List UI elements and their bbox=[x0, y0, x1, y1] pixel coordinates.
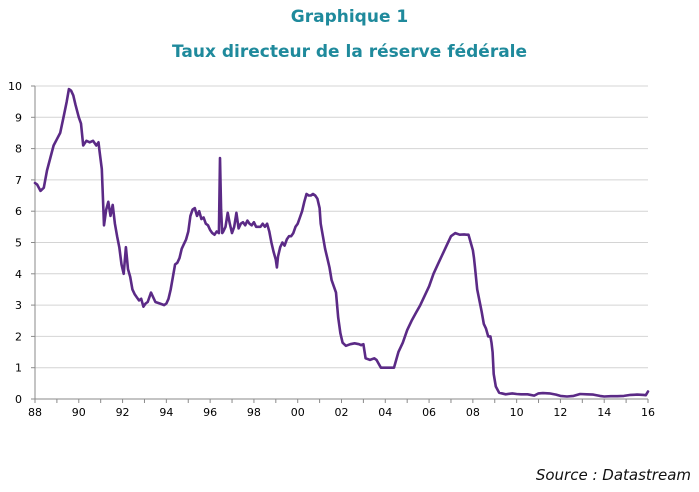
x-tick-label: 92 bbox=[116, 406, 130, 419]
axes bbox=[31, 85, 649, 403]
y-tick-label: 10 bbox=[8, 80, 22, 93]
x-tick-label: 88 bbox=[28, 406, 42, 419]
y-tick-label: 7 bbox=[15, 174, 22, 187]
series-line bbox=[33, 87, 650, 398]
y-tick-label: 2 bbox=[15, 330, 22, 343]
y-tick-label: 8 bbox=[15, 143, 22, 156]
x-tick-label: 12 bbox=[553, 406, 567, 419]
y-tick-label: 5 bbox=[15, 237, 22, 250]
chart-subtitle: Taux directeur de la réserve fédérale bbox=[171, 42, 528, 62]
y-tick-label: 1 bbox=[15, 362, 22, 375]
chart-title: Graphique 1 bbox=[290, 7, 409, 27]
x-tick-label: 14 bbox=[597, 406, 611, 419]
x-tick-label: 94 bbox=[159, 406, 173, 419]
x-tick-label: 90 bbox=[72, 406, 86, 419]
gridlines bbox=[35, 85, 648, 369]
y-tick-label: 3 bbox=[15, 299, 22, 312]
x-tick-label: 04 bbox=[378, 406, 392, 419]
x-tick-label: 08 bbox=[466, 406, 480, 419]
x-tick-label: 02 bbox=[335, 406, 349, 419]
y-tick-label: 6 bbox=[15, 205, 22, 218]
x-tick-label: 98 bbox=[247, 406, 261, 419]
x-tick-label: 06 bbox=[422, 406, 436, 419]
y-tick-label: 4 bbox=[15, 268, 22, 281]
y-tick-label: 9 bbox=[15, 111, 22, 124]
x-tick-label: 96 bbox=[203, 406, 217, 419]
x-tick-label: 16 bbox=[641, 406, 655, 419]
plot-area bbox=[33, 87, 650, 398]
x-tick-label: 00 bbox=[291, 406, 305, 419]
source-note: Source : Datastream bbox=[535, 466, 691, 484]
x-tick-label: 10 bbox=[510, 406, 524, 419]
y-tick-label: 0 bbox=[15, 393, 22, 406]
